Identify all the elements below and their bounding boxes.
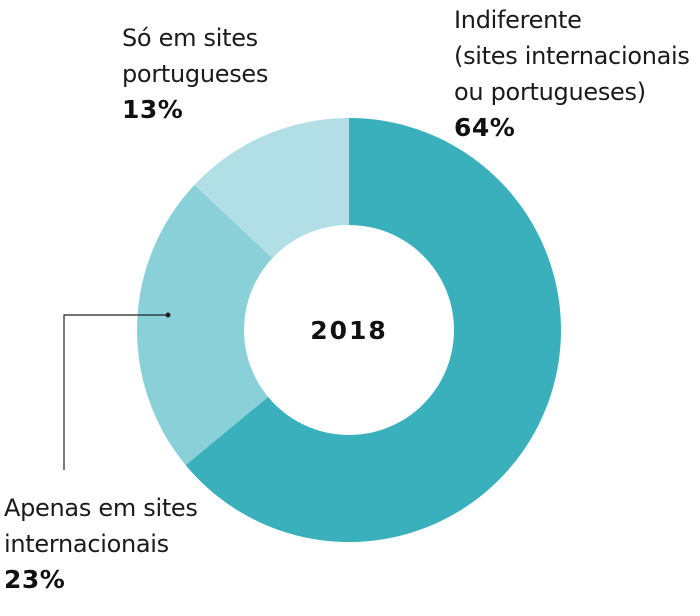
donut-slice-0 <box>185 118 562 542</box>
donut-slice-1 <box>137 184 273 466</box>
slice-label-indiferente: Indiferente (sites internacionais ou por… <box>454 2 690 146</box>
donut-center-label: 2018 <box>310 316 388 345</box>
donut-slice-2 <box>194 118 349 259</box>
slice-label-line: internacionais <box>4 530 169 558</box>
slice-value-label: 13% <box>122 95 184 124</box>
slice-value-label: 23% <box>4 565 66 594</box>
slice-label-line: (sites internacionais <box>454 42 690 70</box>
slice-label-so-portugueses: Só em sites portugueses 13% <box>122 20 268 128</box>
slice-label-line: Apenas em sites <box>4 494 198 522</box>
slice-label-apenas-internacionais: Apenas em sites internacionais 23% <box>4 490 198 598</box>
slice-label-line: Só em sites <box>122 24 258 52</box>
leader-dot-apenas <box>165 312 171 318</box>
slice-value-label: 64% <box>454 113 516 142</box>
donut-slices <box>137 118 562 542</box>
leader-line-apenas <box>63 314 168 470</box>
slice-label-line: portugueses <box>122 60 269 88</box>
slice-label-line: ou portugueses) <box>454 78 646 106</box>
slice-label-line: Indiferente <box>454 6 582 34</box>
